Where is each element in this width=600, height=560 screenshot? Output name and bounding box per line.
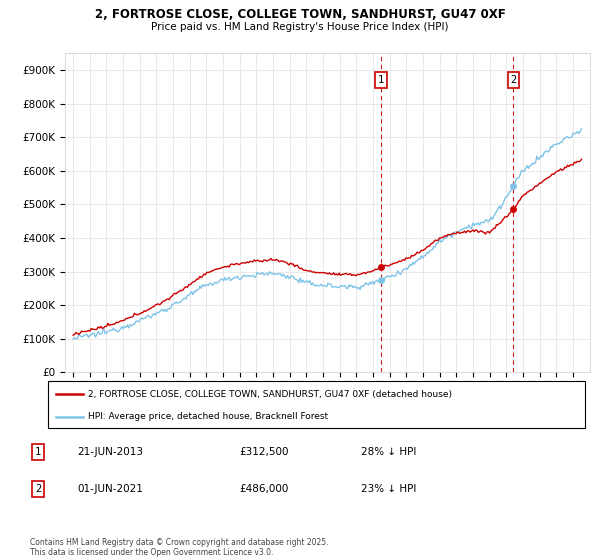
Text: 2: 2 [35, 484, 41, 493]
Text: 23% ↓ HPI: 23% ↓ HPI [361, 484, 416, 493]
Text: 28% ↓ HPI: 28% ↓ HPI [361, 447, 416, 457]
Text: HPI: Average price, detached house, Bracknell Forest: HPI: Average price, detached house, Brac… [88, 412, 328, 421]
Text: £486,000: £486,000 [240, 484, 289, 493]
Text: 2, FORTROSE CLOSE, COLLEGE TOWN, SANDHURST, GU47 0XF: 2, FORTROSE CLOSE, COLLEGE TOWN, SANDHUR… [95, 8, 505, 21]
Text: 2: 2 [511, 75, 517, 85]
Text: Price paid vs. HM Land Registry's House Price Index (HPI): Price paid vs. HM Land Registry's House … [151, 22, 449, 32]
FancyBboxPatch shape [48, 381, 585, 428]
Text: 1: 1 [35, 447, 41, 457]
Text: 1: 1 [377, 75, 384, 85]
Text: 2, FORTROSE CLOSE, COLLEGE TOWN, SANDHURST, GU47 0XF (detached house): 2, FORTROSE CLOSE, COLLEGE TOWN, SANDHUR… [88, 390, 452, 399]
Text: Contains HM Land Registry data © Crown copyright and database right 2025.
This d: Contains HM Land Registry data © Crown c… [30, 538, 329, 557]
Text: £312,500: £312,500 [240, 447, 289, 457]
Text: 01-JUN-2021: 01-JUN-2021 [77, 484, 143, 493]
Text: 21-JUN-2013: 21-JUN-2013 [77, 447, 143, 457]
